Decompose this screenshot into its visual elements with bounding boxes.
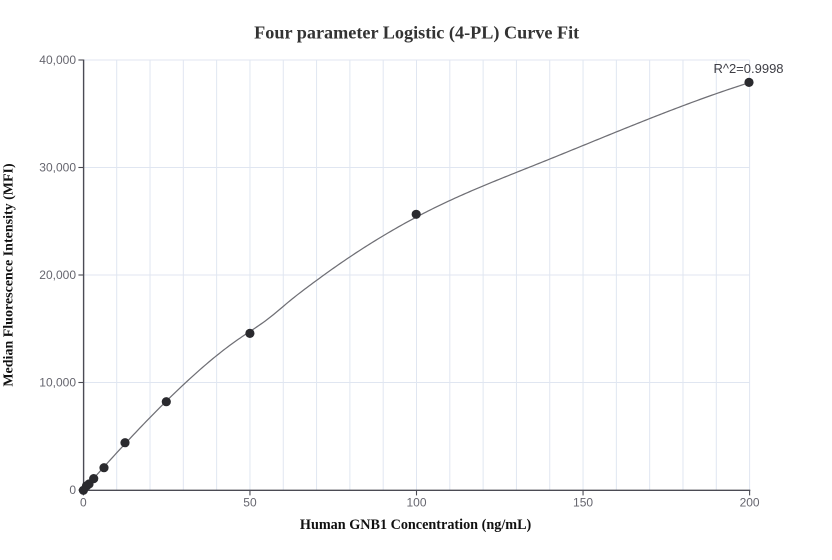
svg-text:Four parameter Logistic (4-PL): Four parameter Logistic (4-PL) Curve Fit: [254, 23, 579, 44]
svg-text:0: 0: [80, 496, 87, 510]
svg-text:150: 150: [573, 496, 593, 510]
svg-text:10,000: 10,000: [39, 376, 76, 390]
svg-text:20,000: 20,000: [39, 268, 76, 282]
svg-text:100: 100: [406, 496, 426, 510]
svg-text:Median Fluorescence Intensity: Median Fluorescence Intensity (MFI): [2, 163, 17, 387]
svg-text:30,000: 30,000: [39, 161, 76, 175]
svg-text:R^2=0.9998: R^2=0.9998: [713, 61, 783, 76]
svg-text:200: 200: [740, 496, 760, 510]
svg-text:Human GNB1 Concentration (ng/m: Human GNB1 Concentration (ng/mL): [300, 517, 532, 533]
svg-text:40,000: 40,000: [39, 53, 76, 67]
svg-text:50: 50: [243, 496, 257, 510]
svg-text:0: 0: [69, 483, 76, 497]
